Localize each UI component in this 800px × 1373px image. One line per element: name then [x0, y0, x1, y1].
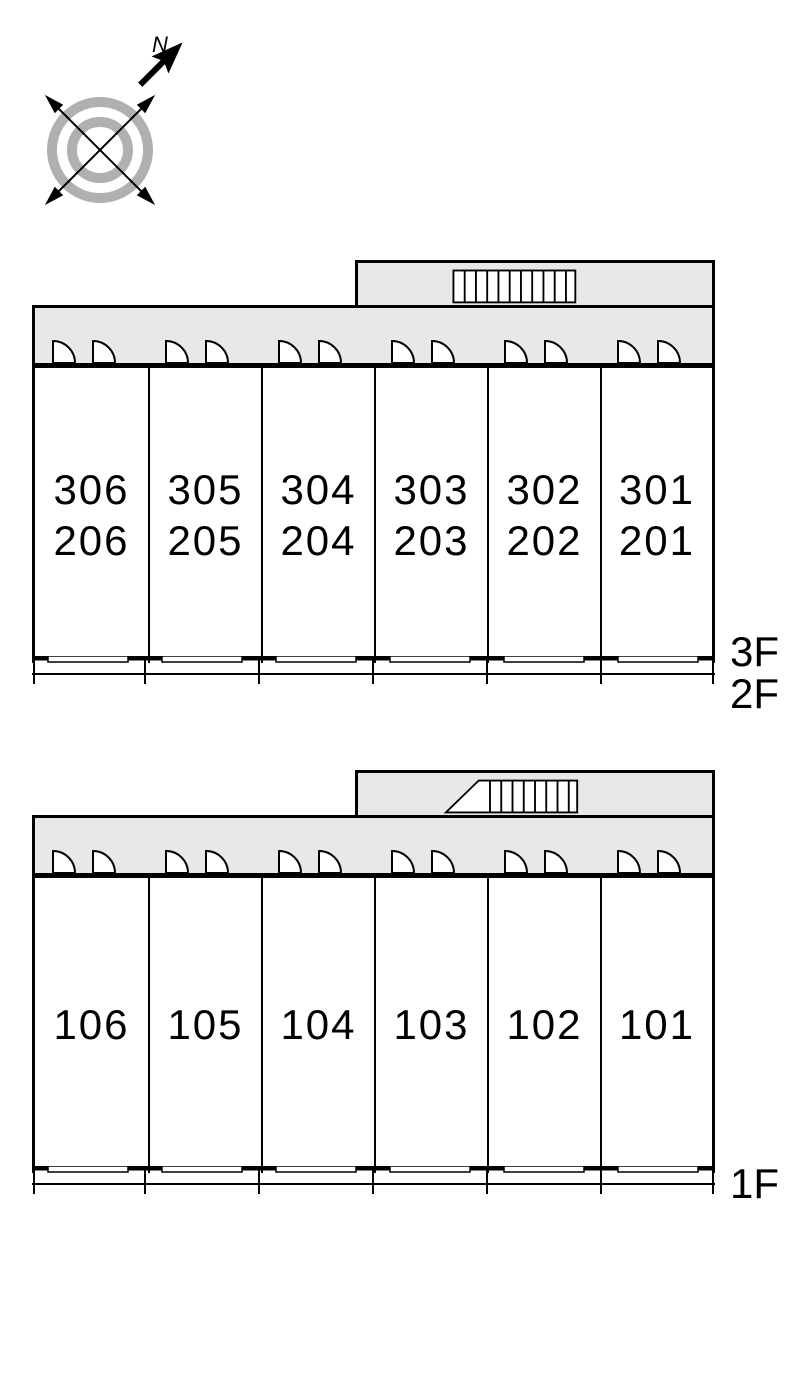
unit-label: 303: [393, 465, 469, 515]
unit-label: 206: [53, 516, 129, 566]
unit-label: 101: [619, 1000, 695, 1050]
corridor-upper: [32, 305, 715, 363]
stair-upper: [355, 260, 715, 308]
floorplan-canvas: N: [0, 0, 800, 1373]
balcony-upper: [32, 656, 715, 704]
compass-n-label: N: [152, 32, 168, 57]
unit-label: 205: [167, 516, 243, 566]
unit: 106: [35, 878, 148, 1173]
unit: 101: [600, 878, 712, 1173]
unit-label: 302: [506, 465, 582, 515]
unit-label: 105: [167, 1000, 243, 1050]
floor-label: 3F: [730, 628, 779, 676]
unit: 305 205: [148, 368, 261, 663]
unit: 301 201: [600, 368, 712, 663]
corridor-lower: [32, 815, 715, 873]
unit: 304 204: [261, 368, 374, 663]
unit-label: 203: [393, 516, 469, 566]
doors-lower: [35, 818, 718, 876]
unit-label: 306: [53, 465, 129, 515]
unit-label: 102: [506, 1000, 582, 1050]
floor-label: 1F: [730, 1160, 779, 1208]
unit-label: 304: [280, 465, 356, 515]
unit-label: 201: [619, 516, 695, 566]
unit-label: 204: [280, 516, 356, 566]
unit-label: 103: [393, 1000, 469, 1050]
units-upper: 306 206 305 205 304 204 303 203 302 202 …: [32, 363, 715, 663]
unit-label: 104: [280, 1000, 356, 1050]
stair-lower: [355, 770, 715, 818]
unit: 302 202: [487, 368, 600, 663]
stair-icon: [358, 773, 712, 818]
unit: 102: [487, 878, 600, 1173]
unit-label: 305: [167, 465, 243, 515]
unit-label: 106: [53, 1000, 129, 1050]
balcony-lower: [32, 1166, 715, 1214]
compass-icon: N: [20, 20, 210, 230]
unit: 104: [261, 878, 374, 1173]
unit: 303 203: [374, 368, 487, 663]
unit-label: 202: [506, 516, 582, 566]
stair-icon: [358, 263, 712, 308]
unit-label: 301: [619, 465, 695, 515]
unit: 306 206: [35, 368, 148, 663]
unit: 103: [374, 878, 487, 1173]
units-lower: 106 105 104 103 102 101: [32, 873, 715, 1173]
doors-upper: [35, 308, 718, 366]
unit: 105: [148, 878, 261, 1173]
floor-label: 2F: [730, 670, 779, 718]
